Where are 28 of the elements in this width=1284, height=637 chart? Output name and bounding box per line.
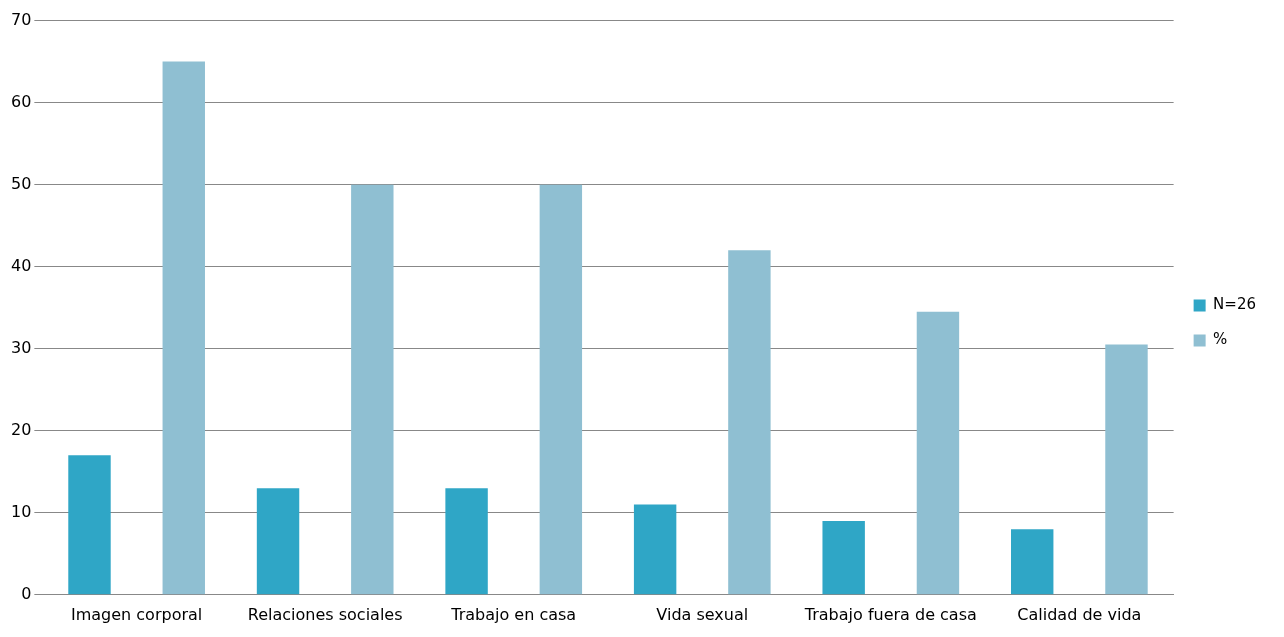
bar [916, 311, 960, 595]
y-tick-label: 60 [11, 91, 32, 111]
y-tick-label: 40 [11, 255, 32, 275]
y-tick-label: 30 [11, 337, 32, 357]
y-tick-label: 70 [11, 9, 32, 29]
y-tick-label: 0 [21, 583, 32, 603]
x-tick-label: Trabajo fuera de casa [803, 604, 977, 624]
bar [351, 184, 394, 595]
bar [633, 504, 677, 595]
bar [539, 184, 583, 595]
bar [68, 455, 111, 595]
bar [256, 488, 300, 595]
bar [822, 520, 865, 595]
x-tick-label: Relaciones sociales [247, 604, 403, 624]
bar [445, 488, 488, 595]
x-tick-label: Vida sexual [656, 604, 749, 624]
x-tick-label: Calidad de vida [1017, 604, 1142, 624]
bar [162, 61, 205, 595]
bar [1011, 529, 1054, 595]
y-tick-label: 50 [11, 173, 32, 193]
legend-label: % [1213, 330, 1228, 349]
y-tick-label: 10 [11, 501, 32, 521]
x-tick-label: Imagen corporal [70, 604, 203, 624]
legend-label: N=26 [1213, 295, 1257, 314]
bar [728, 250, 771, 595]
y-tick-label: 20 [11, 419, 32, 439]
bar [1105, 344, 1148, 595]
x-tick-label: Trabajo en casa [450, 604, 577, 624]
